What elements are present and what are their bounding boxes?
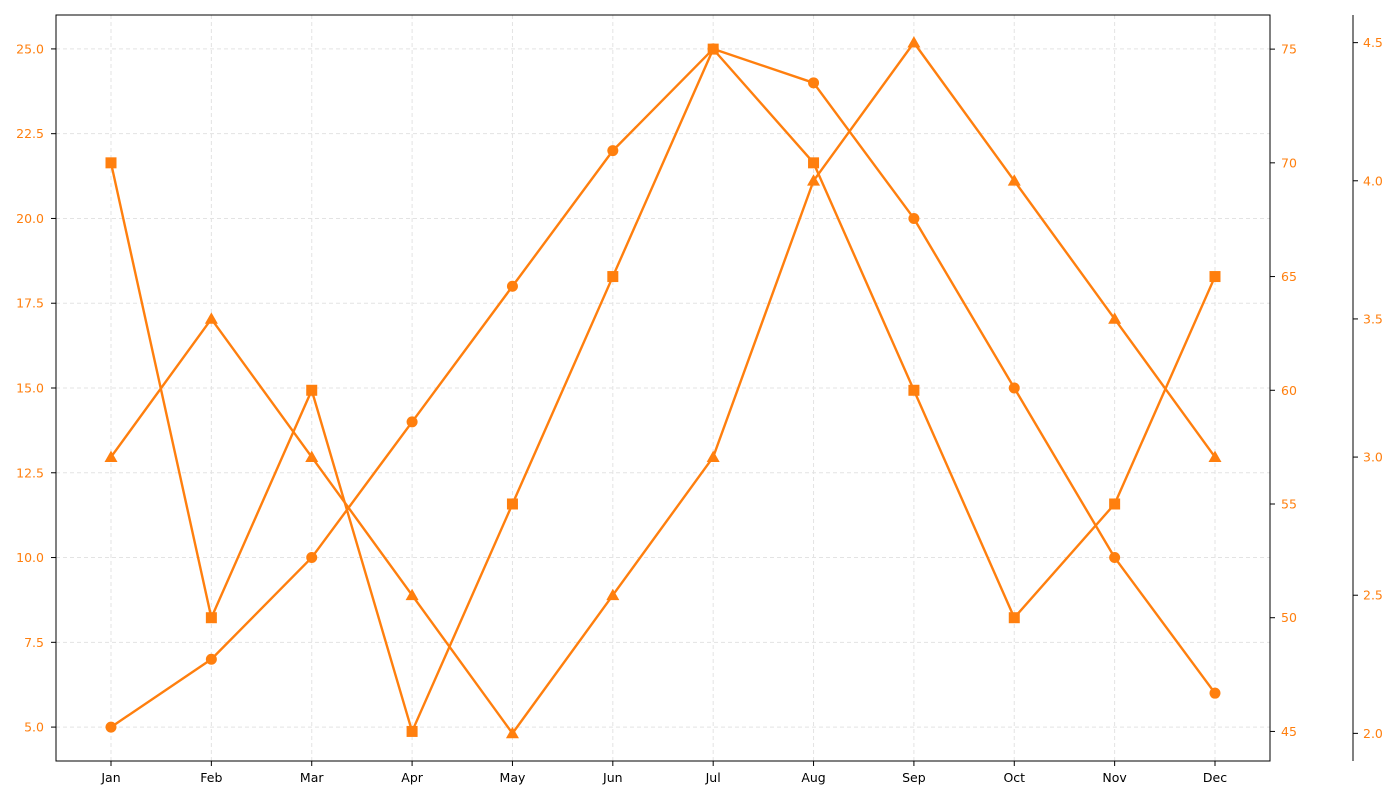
data-point-circle (908, 212, 920, 224)
data-point-triangle (305, 450, 319, 462)
data-point-triangle (907, 36, 921, 48)
right-outer-y-tick-label: 3.5 (1363, 311, 1383, 326)
grid-layer (56, 15, 1270, 761)
left-y-tick-label: 25.0 (16, 41, 44, 56)
x-tick-label: Aug (801, 770, 825, 785)
x-tick-label: Jan (100, 770, 120, 785)
data-point-circle (406, 416, 418, 428)
data-point-triangle (204, 312, 218, 324)
data-point-square (506, 498, 518, 510)
x-tick-label: Oct (1003, 770, 1025, 785)
data-point-square (607, 271, 619, 283)
right-outer-y-tick-label: 2.0 (1363, 726, 1383, 741)
data-point-square (808, 157, 820, 169)
data-point-triangle (104, 450, 118, 462)
data-point-circle (105, 721, 117, 733)
data-point-triangle (1208, 450, 1222, 462)
data-point-triangle (1108, 312, 1122, 324)
right-outer-y-tick-label: 3.0 (1363, 450, 1383, 465)
data-point-triangle (405, 588, 419, 601)
data-point-triangle (505, 726, 519, 739)
data-point-square (707, 43, 719, 55)
left-y-tick-label: 22.5 (16, 126, 44, 141)
right-inner-y-tick-label: 75 (1281, 42, 1297, 57)
left-y-tick-label: 15.0 (16, 381, 44, 396)
x-tick-label: Nov (1102, 770, 1127, 785)
left-y-tick-label: 5.0 (24, 720, 44, 735)
data-point-circle (607, 145, 619, 157)
data-point-square (205, 612, 217, 624)
right-inner-y-tick-label: 60 (1281, 383, 1297, 398)
data-point-square (908, 384, 920, 396)
x-tick-label: Feb (200, 770, 222, 785)
left-y-tick-label: 12.5 (16, 465, 44, 480)
data-point-circle (1008, 382, 1020, 394)
data-point-triangle (807, 174, 821, 186)
right-inner-y-tick-label: 70 (1281, 155, 1297, 170)
axes-layer: Jan Feb Mar Apr May Jun Jul Aug Sep Oct Nov Dec 5.0 7… (16, 14, 1383, 785)
x-tick-label: Mar (300, 770, 324, 785)
x-tick-label: Dec (1203, 770, 1227, 785)
data-point-square (406, 725, 418, 737)
data-point-circle (506, 280, 518, 292)
left-y-tick-label: 7.5 (24, 635, 44, 650)
x-tick-label: Jul (705, 770, 721, 785)
x-tick-label: Apr (401, 770, 423, 785)
left-y-tick-label: 10.0 (16, 550, 44, 565)
data-point-square (1109, 498, 1121, 510)
data-point-circle (205, 653, 217, 665)
right-outer-y-tick-label: 2.5 (1363, 588, 1383, 603)
left-y-tick-label: 17.5 (16, 296, 44, 311)
x-tick-label: May (500, 770, 526, 785)
series-line-3 (110, 41, 1216, 735)
data-point-circle (1209, 687, 1221, 699)
data-point-circle (306, 552, 318, 564)
data-point-triangle (706, 450, 720, 462)
right-inner-y-tick-label: 55 (1281, 496, 1297, 511)
data-point-circle (1109, 552, 1121, 564)
data-point-triangle (606, 588, 620, 601)
series-line-1 (110, 47, 1216, 729)
series-line-2 (109, 47, 1217, 733)
right-inner-y-tick-label: 45 (1281, 724, 1297, 739)
right-outer-y-tick-label: 4.0 (1363, 173, 1383, 188)
left-y-tick-label: 20.0 (16, 211, 44, 226)
x-tick-label: Jun (602, 770, 623, 785)
right-inner-y-tick-label: 65 (1281, 269, 1297, 284)
data-point-square (1008, 612, 1020, 624)
series-layer (104, 36, 1222, 739)
data-point-circle (808, 77, 820, 89)
data-point-triangle (1007, 174, 1021, 186)
data-point-square (306, 384, 318, 396)
x-tick-label: Sep (902, 770, 926, 785)
data-point-square (1209, 271, 1221, 283)
data-point-square (105, 157, 117, 169)
right-outer-y-tick-label: 4.5 (1363, 35, 1383, 50)
right-inner-y-tick-label: 50 (1281, 610, 1297, 625)
